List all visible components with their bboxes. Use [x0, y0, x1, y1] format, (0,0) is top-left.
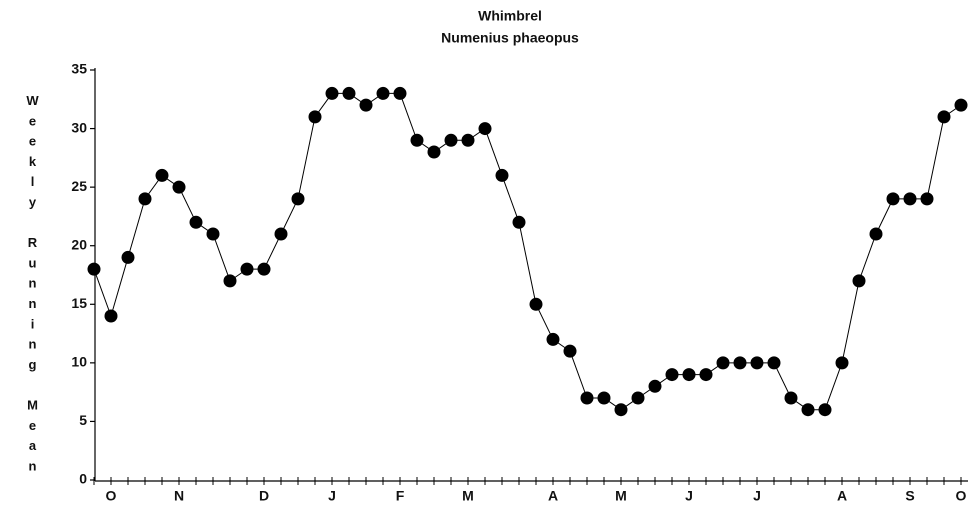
data-point: [903, 192, 917, 206]
x-tick-label: J: [753, 488, 761, 504]
x-tick-label: A: [837, 488, 847, 504]
data-point: [546, 332, 560, 346]
data-point: [886, 192, 900, 206]
data-point: [529, 297, 543, 311]
data-point: [444, 133, 458, 147]
data-point: [291, 192, 305, 206]
y-tick-label: 20: [71, 236, 87, 252]
data-point: [767, 356, 781, 370]
data-point: [869, 227, 883, 241]
x-tick-label: A: [548, 488, 558, 504]
data-point: [410, 133, 424, 147]
data-point: [563, 344, 577, 358]
data-point: [495, 168, 509, 182]
data-point: [172, 180, 186, 194]
y-tick-label: 5: [79, 412, 87, 428]
data-point: [87, 262, 101, 276]
chart-title: Whimbrel: [478, 8, 542, 24]
y-axis-title: Weekly Running Mean: [25, 93, 40, 479]
data-point: [189, 215, 203, 229]
data-point: [733, 356, 747, 370]
data-point: [223, 274, 237, 288]
data-point: [614, 403, 628, 417]
data-point: [274, 227, 288, 241]
data-point: [461, 133, 475, 147]
data-point: [801, 403, 815, 417]
data-point: [155, 168, 169, 182]
data-point: [580, 391, 594, 405]
data-point: [376, 86, 390, 100]
data-point: [478, 122, 492, 136]
data-point: [954, 98, 968, 112]
y-tick-label: 25: [71, 178, 87, 194]
data-point: [937, 110, 951, 124]
data-point: [750, 356, 764, 370]
data-point: [631, 391, 645, 405]
y-tick-label: 10: [71, 354, 87, 370]
x-tick-label: M: [462, 488, 474, 504]
data-point: [206, 227, 220, 241]
x-tick-label: O: [956, 488, 967, 504]
data-point: [716, 356, 730, 370]
data-point: [682, 368, 696, 382]
data-point: [784, 391, 798, 405]
data-point: [648, 379, 662, 393]
data-point: [835, 356, 849, 370]
data-point: [920, 192, 934, 206]
data-point: [512, 215, 526, 229]
data-point: [359, 98, 373, 112]
x-tick-label: M: [615, 488, 627, 504]
data-point: [818, 403, 832, 417]
chart-subtitle: Numenius phaeopus: [441, 30, 579, 46]
data-point: [308, 110, 322, 124]
data-point: [393, 86, 407, 100]
x-tick-label: J: [685, 488, 693, 504]
data-point: [342, 86, 356, 100]
y-tick-label: 35: [71, 61, 87, 77]
x-tick-label: S: [905, 488, 914, 504]
data-point: [138, 192, 152, 206]
y-tick-label: 15: [71, 295, 87, 311]
x-tick-label: O: [106, 488, 117, 504]
y-tick-label: 0: [79, 471, 87, 487]
y-tick-label: 30: [71, 119, 87, 135]
series-line: [93, 92, 962, 411]
x-tick-label: N: [174, 488, 184, 504]
data-point: [257, 262, 271, 276]
data-point: [597, 391, 611, 405]
data-point: [240, 262, 254, 276]
data-point: [665, 368, 679, 382]
x-tick-label: J: [328, 488, 336, 504]
x-tick-label: F: [396, 488, 405, 504]
x-tick-label: D: [259, 488, 269, 504]
data-point: [852, 274, 866, 288]
data-point: [121, 250, 135, 264]
data-point: [104, 309, 118, 323]
data-point: [699, 368, 713, 382]
data-point: [427, 145, 441, 159]
data-point: [325, 86, 339, 100]
